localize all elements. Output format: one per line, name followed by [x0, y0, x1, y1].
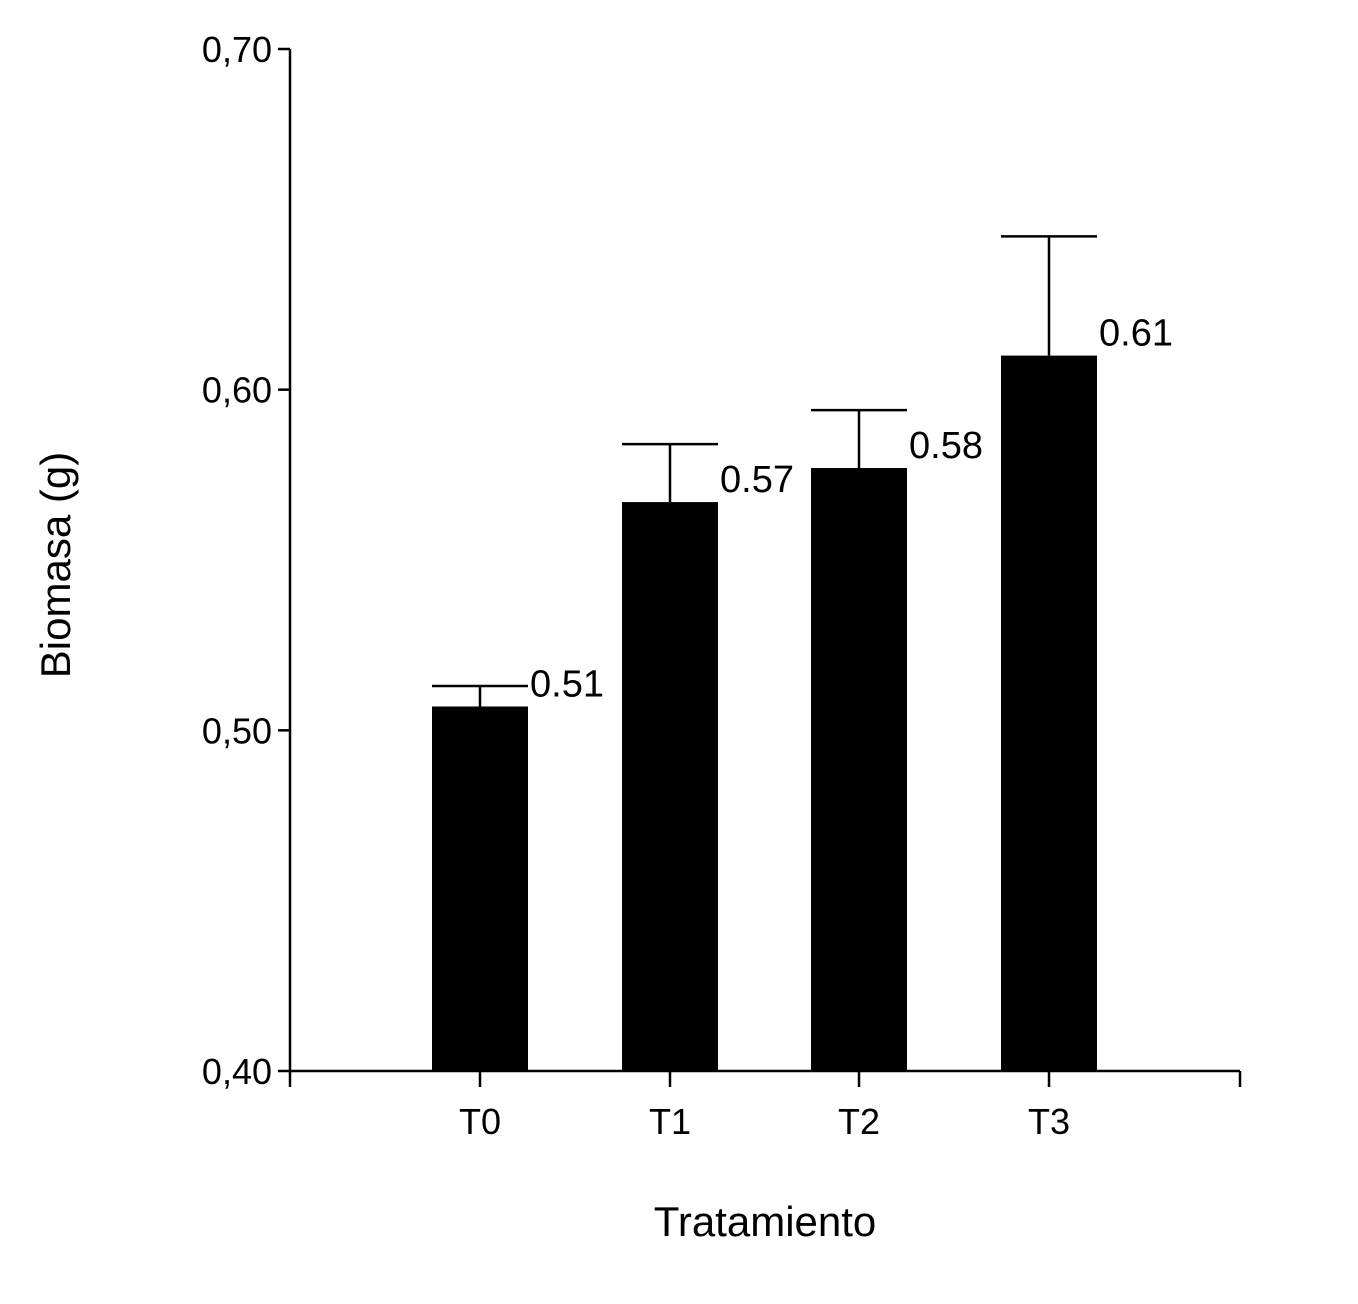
- data-label: 0.61: [1099, 313, 1173, 355]
- y-tick-label: 0,50: [202, 710, 272, 751]
- bar: [622, 502, 718, 1071]
- bars: [432, 355, 1097, 1072]
- bar: [811, 468, 907, 1071]
- y-axis-title: Biomasa (g): [32, 452, 79, 678]
- x-tick-label: T3: [1028, 1101, 1070, 1142]
- data-label: 0.58: [909, 425, 983, 467]
- data-label: 0.51: [530, 663, 604, 705]
- y-tick-label: 0,40: [202, 1051, 272, 1092]
- x-tick-label: T1: [649, 1101, 691, 1142]
- bar: [1001, 355, 1097, 1072]
- y-tick-label: 0,70: [202, 29, 272, 70]
- x-tick-label: T0: [459, 1101, 501, 1142]
- y-tick-label: 0,60: [202, 370, 272, 411]
- bar: [432, 706, 528, 1071]
- x-ticks: T0 T1 T2 T3: [288, 1071, 1242, 1142]
- x-axis-title: Tratamiento: [654, 1198, 877, 1245]
- data-labels: 0.51 0.57 0.58 0.61: [530, 313, 1173, 706]
- data-label: 0.57: [720, 459, 794, 501]
- x-tick-label: T2: [838, 1101, 880, 1142]
- y-ticks: 0,40 0,50 0,60 0,70: [202, 29, 290, 1092]
- error-bars: [432, 235, 1097, 707]
